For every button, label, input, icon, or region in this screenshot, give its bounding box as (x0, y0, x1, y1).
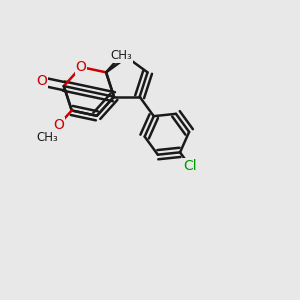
Text: O: O (76, 60, 86, 74)
Text: O: O (122, 50, 132, 64)
Text: CH₃: CH₃ (36, 131, 58, 144)
Text: Cl: Cl (183, 159, 196, 172)
Text: O: O (36, 74, 47, 88)
Text: CH₃: CH₃ (110, 49, 132, 62)
Text: O: O (53, 118, 64, 132)
